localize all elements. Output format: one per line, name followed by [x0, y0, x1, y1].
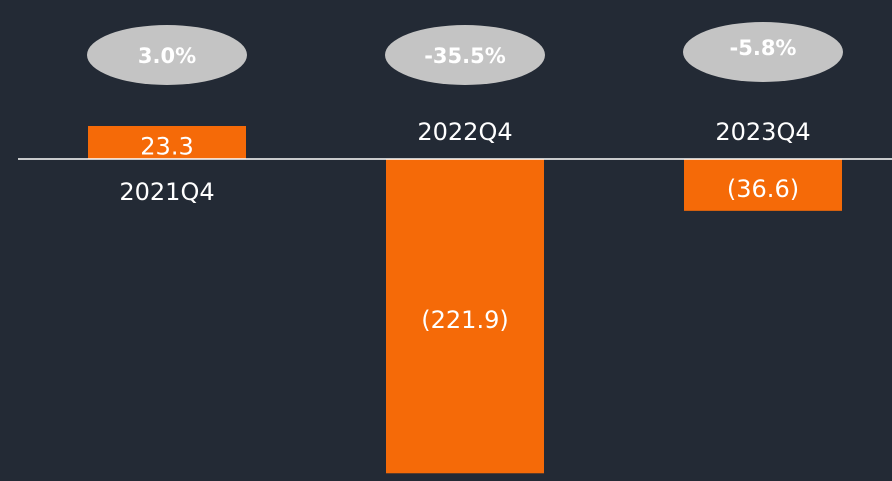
- category-label: 2021Q4: [119, 178, 214, 206]
- category-label: 2022Q4: [417, 118, 512, 146]
- value-label: 23.3: [140, 133, 193, 161]
- bar: [684, 159, 842, 211]
- annotation: -5.8%: [730, 36, 797, 60]
- value-label: (36.6): [727, 175, 799, 203]
- annotation: 3.0%: [138, 44, 196, 68]
- annotation-bubble: [683, 22, 843, 82]
- category-label: 2023Q4: [715, 118, 810, 146]
- bar: [386, 159, 544, 474]
- value-label: (221.9): [421, 306, 508, 334]
- bar: [88, 126, 246, 159]
- annotation: -35.5%: [424, 44, 506, 68]
- annotation-bubble: [87, 25, 247, 85]
- annotation-bubble: [385, 25, 545, 85]
